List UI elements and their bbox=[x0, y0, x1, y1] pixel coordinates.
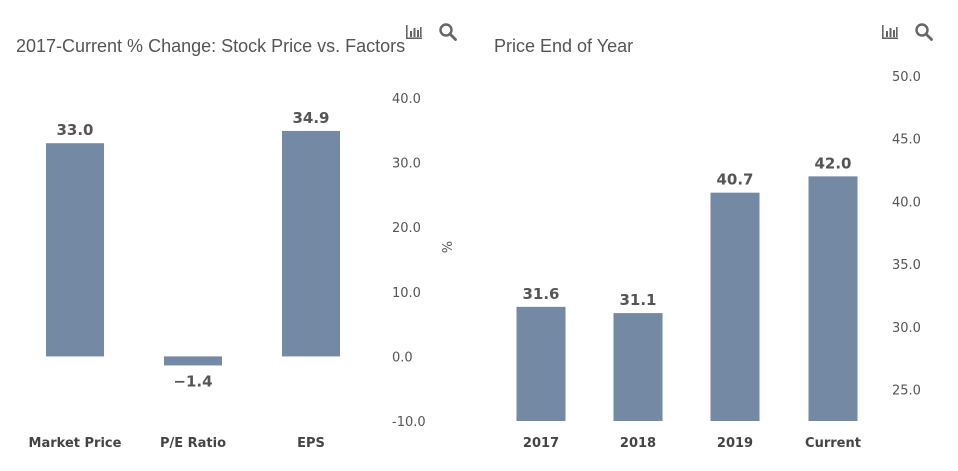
y-tick-label: 50.0 bbox=[892, 70, 921, 85]
bar bbox=[516, 306, 566, 421]
y-tick-label: 0.0 bbox=[392, 350, 413, 365]
chart-toolbar bbox=[880, 22, 934, 42]
y-tick-label: 20.0 bbox=[392, 221, 421, 236]
y-tick-label: 35.0 bbox=[892, 258, 921, 273]
y-tick-label: 10.0 bbox=[392, 286, 421, 301]
x-tick-label: 2018 bbox=[620, 436, 656, 451]
search-icon[interactable] bbox=[438, 22, 458, 42]
x-tick-label: Current bbox=[805, 436, 861, 451]
price-chart-panel: Price End of Year 50.0 45.0 40.0 35.0 30.0 25… bbox=[478, 0, 958, 471]
change-chart-panel: 2017-Current % Change: Stock Price vs. F… bbox=[0, 0, 470, 471]
chart-title: Price End of Year bbox=[494, 36, 634, 56]
x-tick-label: EPS bbox=[297, 436, 325, 451]
data-label: 31.1 bbox=[619, 291, 656, 309]
bar bbox=[282, 130, 340, 357]
data-label: −1.4 bbox=[173, 372, 212, 390]
data-label: 31.6 bbox=[522, 285, 559, 303]
x-tick-label: 2017 bbox=[523, 436, 559, 451]
x-tick-label: 2019 bbox=[717, 436, 753, 451]
chart-toolbar bbox=[404, 22, 458, 42]
x-tick-label: P/E Ratio bbox=[160, 436, 226, 451]
bar-chart-icon[interactable] bbox=[880, 22, 900, 42]
data-label: 34.9 bbox=[292, 109, 329, 127]
bar bbox=[46, 143, 104, 357]
y-tick-label: 40.0 bbox=[392, 92, 421, 107]
bar-chart-icon[interactable] bbox=[404, 22, 424, 42]
y-tick-label: 30.0 bbox=[392, 157, 421, 172]
y-tick-label: 30.0 bbox=[892, 321, 921, 336]
bar bbox=[164, 356, 222, 366]
y-tick-label: 25.0 bbox=[892, 384, 921, 399]
y-tick-label: 40.0 bbox=[892, 195, 921, 210]
chart-title: 2017-Current % Change: Stock Price vs. F… bbox=[16, 36, 406, 56]
x-tick-label: Market Price bbox=[29, 436, 122, 451]
data-label: 42.0 bbox=[814, 154, 851, 172]
change-bar-chart: 40.0 30.0 20.0 10.0 0.0 -10.0% 33.0 Market Pric… bbox=[29, 92, 453, 451]
bar bbox=[808, 176, 858, 421]
price-bar-chart: 50.0 45.0 40.0 35.0 30.0 25.0 31.6 2017 31.1 2018… bbox=[516, 70, 921, 451]
bar bbox=[710, 192, 760, 421]
data-label: 40.7 bbox=[716, 171, 753, 189]
y-tick-label: 45.0 bbox=[892, 133, 921, 148]
y-axis-label: % bbox=[438, 241, 453, 253]
y-tick-label: -10.0 bbox=[392, 415, 426, 430]
bar bbox=[613, 313, 663, 421]
search-icon[interactable] bbox=[914, 22, 934, 42]
data-label: 33.0 bbox=[56, 121, 93, 139]
